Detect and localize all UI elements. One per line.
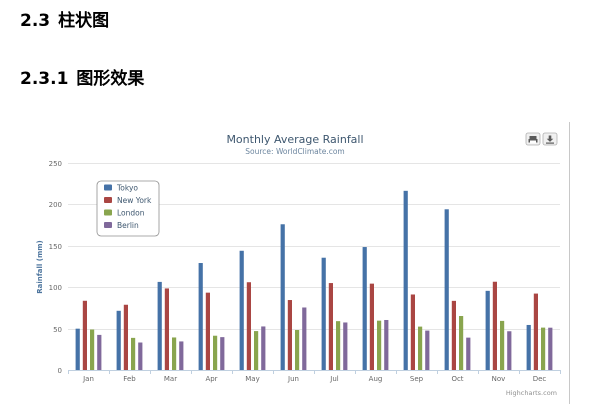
x-tick-label: Jun bbox=[287, 375, 299, 383]
legend-swatch bbox=[104, 197, 112, 203]
bar-london-sep[interactable] bbox=[418, 326, 423, 370]
bar-tokyo-jun[interactable] bbox=[280, 224, 285, 370]
section-number: 2.3 bbox=[20, 11, 51, 31]
x-tick-label: Feb bbox=[123, 375, 136, 383]
bar-tokyo-apr[interactable] bbox=[198, 263, 203, 370]
legend: Tokyo New York London Berlin bbox=[96, 180, 160, 237]
bar-tokyo-feb[interactable] bbox=[116, 310, 121, 370]
bar-london-jan[interactable] bbox=[90, 329, 95, 370]
legend-label: New York bbox=[117, 196, 152, 205]
legend-swatch bbox=[104, 184, 112, 191]
bar-berlin-jul[interactable] bbox=[343, 322, 348, 370]
bar-new-york-jul[interactable] bbox=[328, 283, 333, 370]
bar-tokyo-mar[interactable] bbox=[157, 281, 162, 370]
x-tick-label: Sep bbox=[410, 375, 424, 383]
bar-new-york-sep[interactable] bbox=[410, 294, 415, 370]
bar-series bbox=[75, 190, 553, 370]
bar-berlin-feb[interactable] bbox=[138, 342, 143, 370]
bar-new-york-apr[interactable] bbox=[205, 292, 210, 370]
bar-berlin-apr[interactable] bbox=[220, 337, 225, 370]
bar-london-may[interactable] bbox=[254, 331, 259, 370]
y-tick-label: 200 bbox=[49, 201, 62, 209]
subsection-heading: 2.3.1 图形效果 bbox=[20, 64, 144, 89]
x-tick-label: May bbox=[245, 375, 259, 383]
bar-london-mar[interactable] bbox=[172, 337, 177, 370]
chart-subtitle: Source: WorldClimate.com bbox=[245, 147, 344, 156]
legend-item-tokyo[interactable]: Tokyo bbox=[104, 184, 138, 193]
legend-item-new-york[interactable]: New York bbox=[104, 196, 152, 205]
legend-swatch bbox=[104, 222, 112, 228]
bar-berlin-jun[interactable] bbox=[302, 307, 307, 370]
x-tick-label: Oct bbox=[451, 375, 463, 383]
bar-london-oct[interactable] bbox=[459, 316, 464, 370]
bar-tokyo-oct[interactable] bbox=[444, 209, 449, 370]
print-button[interactable] bbox=[525, 132, 541, 146]
legend-item-london[interactable]: London bbox=[104, 209, 145, 218]
y-axis-ticks: 0 50 100 150 200 250 bbox=[49, 160, 62, 375]
bar-london-nov[interactable] bbox=[500, 320, 505, 370]
bar-tokyo-sep[interactable] bbox=[403, 190, 408, 370]
bar-new-york-nov[interactable] bbox=[492, 281, 497, 370]
bar-berlin-may[interactable] bbox=[261, 326, 266, 370]
bar-berlin-jan[interactable] bbox=[97, 334, 102, 370]
bar-berlin-mar[interactable] bbox=[179, 341, 184, 370]
legend-label: London bbox=[117, 209, 145, 218]
bar-new-york-aug[interactable] bbox=[369, 283, 374, 370]
legend-label: Tokyo bbox=[116, 184, 138, 193]
bar-berlin-sep[interactable] bbox=[425, 330, 430, 370]
bar-berlin-nov[interactable] bbox=[507, 331, 512, 370]
y-tick-label: 50 bbox=[53, 326, 62, 334]
bar-tokyo-dec[interactable] bbox=[526, 324, 531, 370]
bar-london-dec[interactable] bbox=[541, 327, 546, 370]
x-tick-label: Mar bbox=[164, 375, 177, 383]
bar-london-jul[interactable] bbox=[336, 321, 341, 370]
section-title: 柱状图 bbox=[58, 11, 110, 31]
bar-london-apr[interactable] bbox=[213, 335, 218, 370]
bar-tokyo-jul[interactable] bbox=[321, 257, 326, 370]
bar-new-york-oct[interactable] bbox=[451, 300, 456, 370]
bar-new-york-dec[interactable] bbox=[533, 293, 538, 370]
bar-new-york-mar[interactable] bbox=[164, 288, 169, 370]
y-axis-title: Rainfall (mm) bbox=[36, 240, 44, 294]
download-icon bbox=[546, 135, 554, 144]
legend-item-berlin[interactable]: Berlin bbox=[104, 221, 139, 230]
grid-lines bbox=[68, 163, 560, 330]
y-tick-label: 250 bbox=[49, 160, 62, 168]
credits-link[interactable]: Highcharts.com bbox=[506, 389, 557, 397]
legend-label: Berlin bbox=[117, 221, 139, 230]
section-heading: 2.3 柱状图 bbox=[20, 6, 109, 31]
bar-london-jun[interactable] bbox=[295, 330, 300, 370]
bar-tokyo-aug[interactable] bbox=[362, 247, 367, 370]
x-tick-label: Apr bbox=[205, 375, 217, 383]
export-button[interactable] bbox=[542, 132, 558, 146]
legend-box bbox=[96, 180, 160, 237]
y-tick-label: 150 bbox=[49, 243, 62, 251]
chart-title: Monthly Average Rainfall bbox=[226, 133, 363, 146]
bar-new-york-feb[interactable] bbox=[123, 304, 128, 370]
x-tick-label: Aug bbox=[369, 375, 383, 383]
y-tick-label: 100 bbox=[49, 284, 62, 292]
y-tick-label: 0 bbox=[58, 367, 62, 375]
bar-tokyo-jan[interactable] bbox=[75, 328, 80, 370]
bar-new-york-jan[interactable] bbox=[82, 300, 87, 370]
bar-berlin-aug[interactable] bbox=[384, 319, 389, 370]
bar-tokyo-may[interactable] bbox=[239, 250, 244, 370]
subsection-number: 2.3.1 bbox=[20, 69, 69, 89]
bar-new-york-jun[interactable] bbox=[287, 300, 292, 370]
bar-london-feb[interactable] bbox=[131, 337, 136, 370]
bar-berlin-oct[interactable] bbox=[466, 337, 471, 370]
x-tick-label: Jan bbox=[82, 375, 94, 383]
bar-london-aug[interactable] bbox=[377, 320, 382, 370]
x-tick-label: Dec bbox=[533, 375, 547, 383]
legend-swatch bbox=[104, 209, 112, 216]
bar-new-york-may[interactable] bbox=[246, 282, 251, 370]
bar-tokyo-nov[interactable] bbox=[485, 290, 490, 370]
bar-berlin-dec[interactable] bbox=[548, 327, 553, 370]
printer-icon bbox=[528, 136, 538, 144]
x-tick-label: Jul bbox=[329, 375, 339, 383]
x-axis-ticks: Jan Feb Mar Apr May Jun Jul Aug Sep Oct Nov Dec bbox=[68, 370, 561, 383]
subsection-title: 图形效果 bbox=[76, 69, 145, 89]
x-tick-label: Nov bbox=[492, 375, 506, 383]
